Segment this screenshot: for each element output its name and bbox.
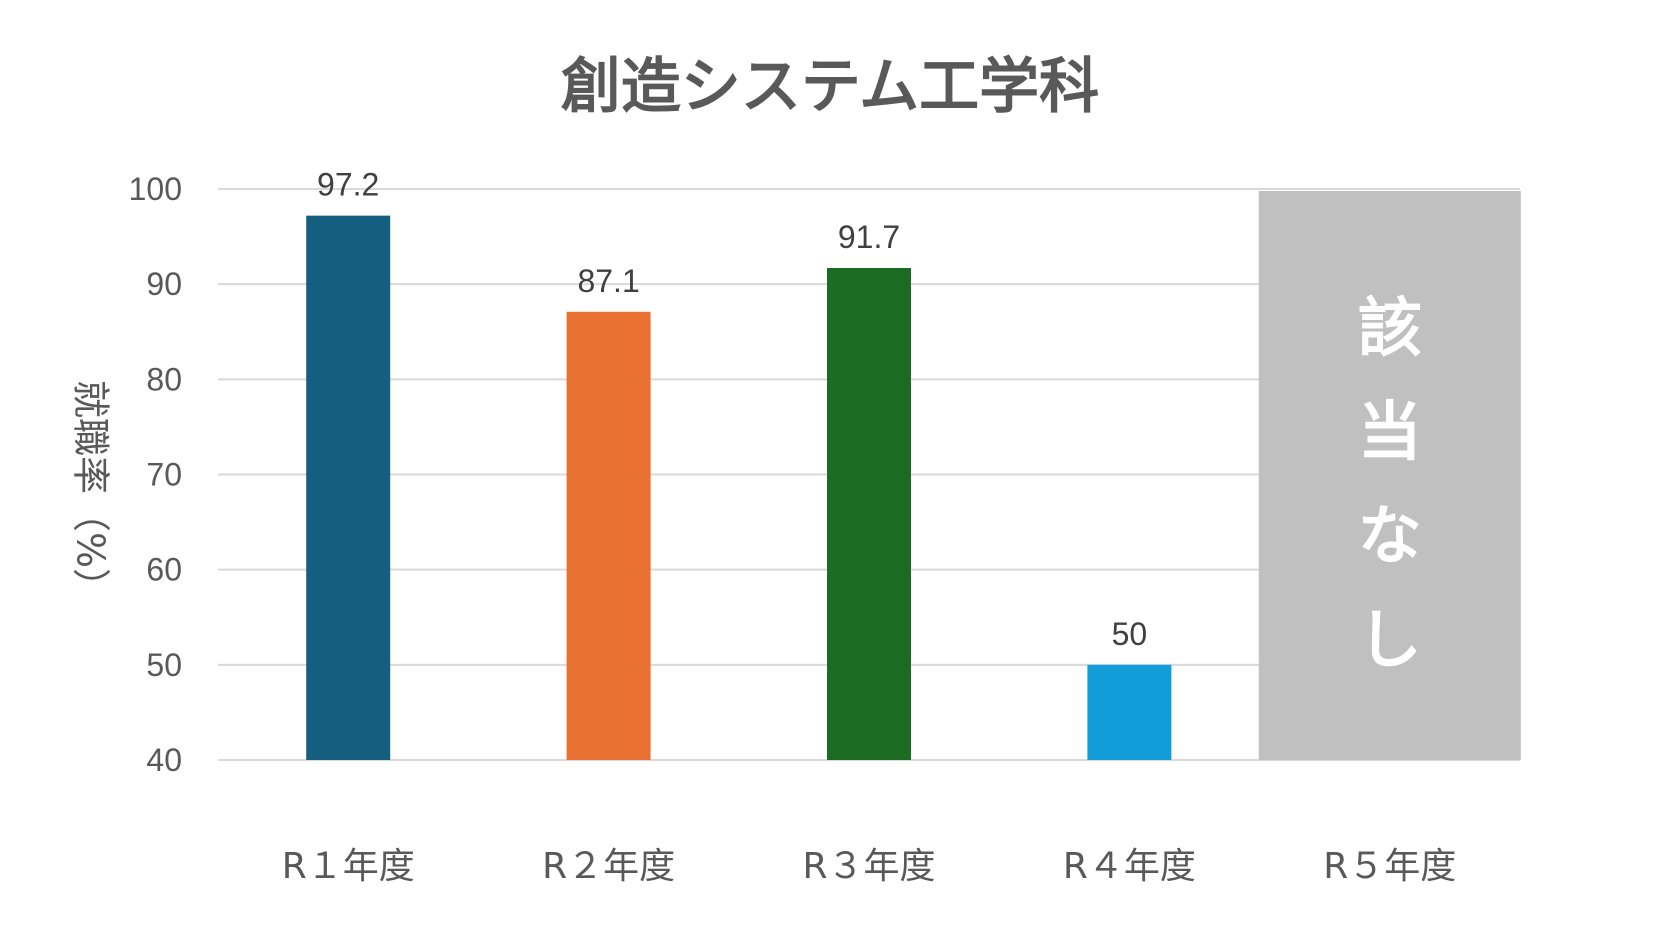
data-label: 97.2 (317, 167, 379, 203)
not-applicable-label: 該当なし (1358, 292, 1422, 678)
y-tick-label: 80 (146, 361, 182, 397)
y-axis-ticks: 40 50 60 70 80 90 100 (129, 171, 182, 778)
bar (1087, 664, 1172, 760)
x-axis-categories: R１年度 R２年度 R３年度 R４年度 R５年度 (282, 846, 1457, 887)
data-label: 87.1 (577, 263, 639, 299)
bar (306, 215, 391, 760)
not-applicable-box (1258, 191, 1521, 760)
y-tick-label: 70 (146, 457, 182, 493)
x-category-label: R３年度 (802, 846, 935, 887)
y-tick-label: 60 (146, 552, 182, 588)
x-category-label: R４年度 (1063, 846, 1196, 887)
annotations: 該当なし (1258, 191, 1521, 760)
data-label: 50 (1112, 616, 1148, 652)
y-tick-label: 90 (146, 266, 182, 302)
y-tick-label: 40 (146, 742, 182, 778)
x-category-label: R１年度 (282, 846, 415, 887)
data-label: 91.7 (838, 219, 900, 255)
bar (827, 267, 911, 760)
y-axis-label: 就職率（%） (69, 380, 113, 606)
chart-title: 創造システム工学科 (561, 52, 1099, 122)
data-labels: 97.2 87.1 91.7 50 (317, 167, 1147, 652)
y-tick-label: 100 (129, 171, 182, 207)
bars (306, 215, 1172, 760)
y-tick-label: 50 (146, 647, 182, 683)
bar (566, 311, 651, 760)
x-category-label: R２年度 (542, 846, 675, 887)
x-category-label: R５年度 (1323, 846, 1456, 887)
